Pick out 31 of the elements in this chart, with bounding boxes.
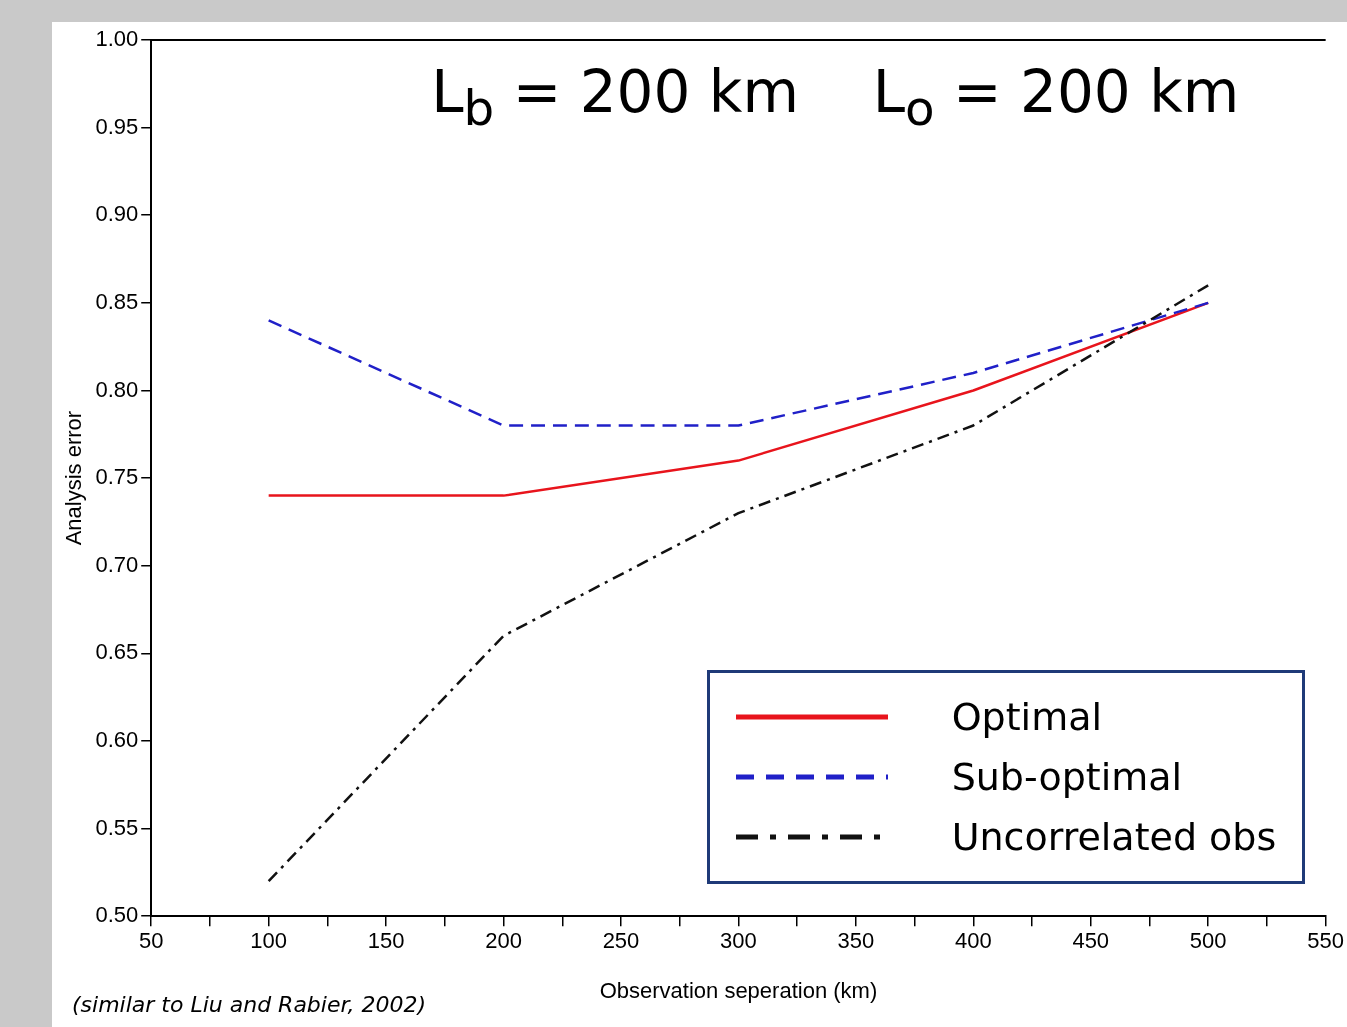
y-tick-label: 0.65 [95, 639, 139, 665]
x-tick-label: 200 [485, 928, 522, 954]
line-series [267, 301, 1210, 427]
y-axis-title: Analysis error [61, 410, 87, 546]
x-tick-label: 350 [837, 928, 875, 954]
x-tick-label: 500 [1189, 928, 1227, 954]
x-tick-label: 400 [954, 928, 992, 954]
y-tick-label: 0.85 [95, 288, 139, 314]
x-tick-label: 550 [1307, 928, 1345, 954]
y-tick-label: 0.95 [95, 113, 139, 139]
y-tick-label: 0.75 [95, 464, 139, 490]
y-tick-label: 0.60 [95, 727, 139, 753]
y-tick-label: 0.80 [95, 376, 139, 402]
y-tick-label: 0.50 [95, 902, 139, 928]
line-series [267, 284, 1210, 883]
x-tick-label: 300 [720, 928, 757, 954]
y-tick-label: 0.55 [95, 814, 139, 840]
legend-label: Optimal [951, 695, 1102, 740]
x-tick-label: 100 [250, 928, 288, 954]
y-tick-label: 1.00 [95, 26, 139, 52]
x-tick-label: 450 [1072, 928, 1110, 954]
x-tick-label: 50 [138, 928, 164, 954]
x-tick-label: 250 [602, 928, 640, 954]
legend-label: Sub-optimal [951, 755, 1183, 800]
y-tick-label: 0.90 [95, 201, 139, 227]
x-tick-label: 150 [367, 928, 405, 954]
legend-label: Uncorrelated obs [951, 815, 1277, 860]
chart-title: L$_{b}$ = 200 km L$_{o}$ = 200 km [431, 58, 1240, 136]
x-axis-title: Observation seperation (km) [599, 977, 878, 1003]
y-tick-label: 0.70 [95, 551, 139, 577]
text: (similar to Liu and Rabier, 2002) [72, 992, 427, 1017]
